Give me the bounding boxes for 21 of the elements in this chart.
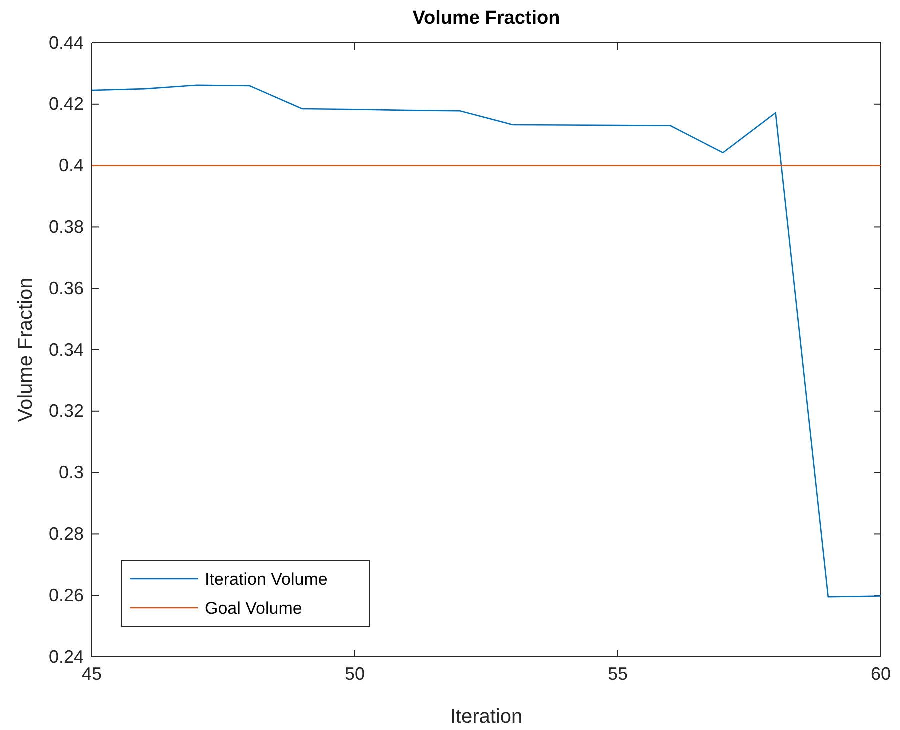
y-tick-label: 0.32 <box>48 401 84 422</box>
x-tick-label: 45 <box>82 664 102 684</box>
x-tick-label: 50 <box>344 664 366 684</box>
y-tick-label: 0.3 <box>58 462 84 483</box>
x-axis-title: Iteration <box>450 706 523 728</box>
legend-label: Goal Volume <box>205 599 302 618</box>
y-tick-label: 0.4 <box>58 156 84 176</box>
y-tick-label: 0.38 <box>48 216 84 237</box>
legend-label: Iteration Volume <box>205 570 328 589</box>
y-tick-label: 0.44 <box>48 32 84 53</box>
x-tick-label: 55 <box>608 664 628 684</box>
line-series <box>91 84 882 598</box>
x-tick-label: 60 <box>870 664 892 684</box>
y-axis-title: Volume Fraction <box>15 278 37 422</box>
y-tick-label: 0.28 <box>48 524 84 544</box>
y-tick-label: 0.24 <box>48 646 84 667</box>
y-tick-label: 0.36 <box>48 278 84 298</box>
y-tick-label: 0.26 <box>48 585 84 606</box>
y-tick-label: 0.42 <box>48 94 84 114</box>
chart-title: Volume Fraction <box>412 8 560 29</box>
y-tick-label: 0.34 <box>48 340 84 360</box>
